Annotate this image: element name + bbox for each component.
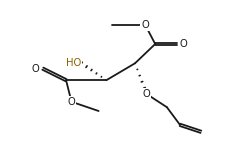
Text: HO: HO xyxy=(66,58,81,68)
Text: O: O xyxy=(180,39,188,49)
Text: O: O xyxy=(141,20,149,30)
Text: O: O xyxy=(68,97,75,107)
Text: O: O xyxy=(32,64,40,74)
Text: O: O xyxy=(143,89,151,99)
